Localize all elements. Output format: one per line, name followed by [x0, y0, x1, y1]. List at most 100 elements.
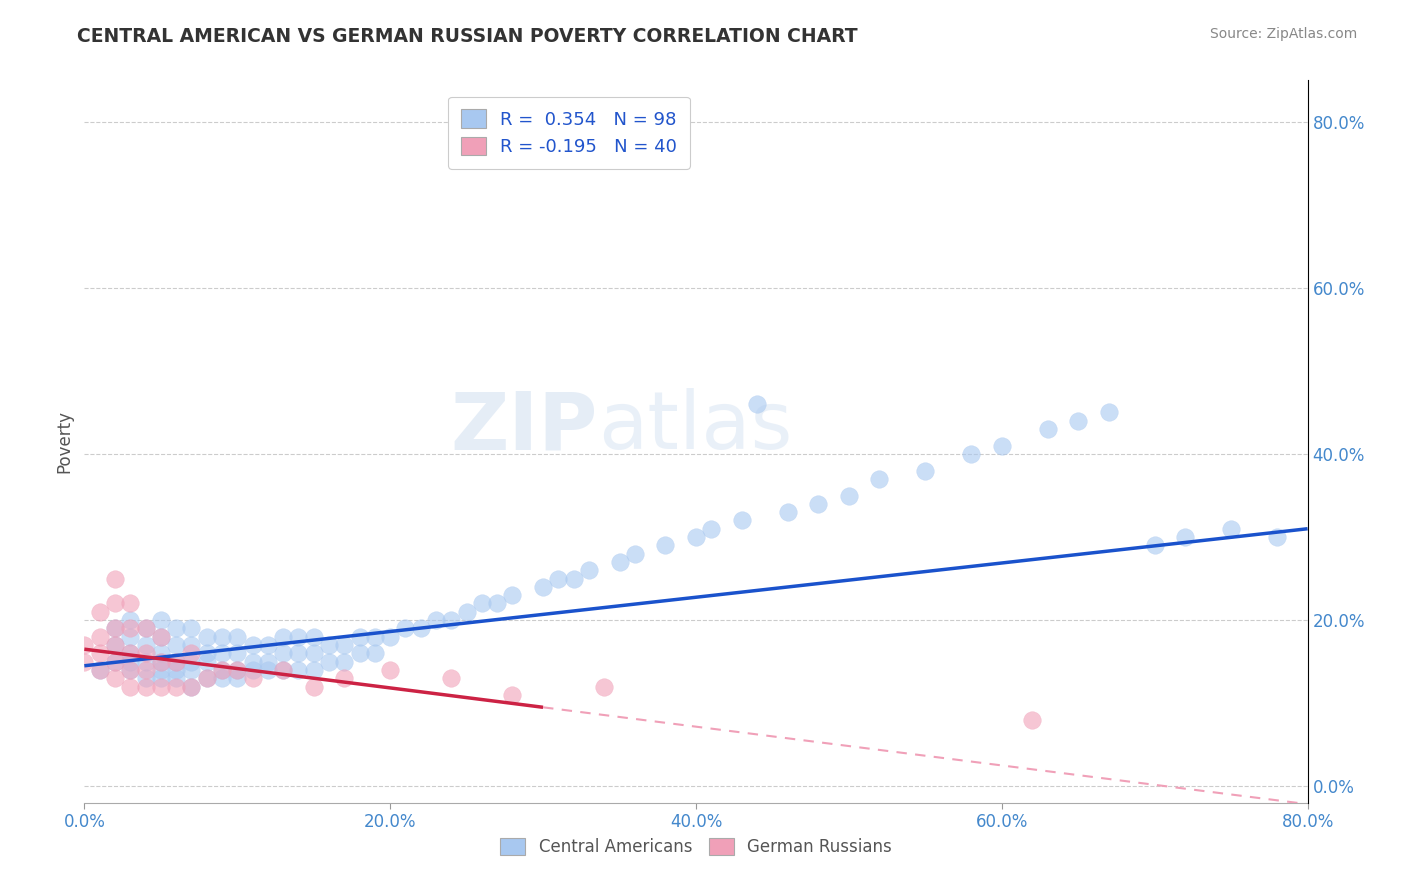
Point: [149, 630, 172, 644]
Point: [271, 663, 294, 677]
Point: [120, 597, 142, 611]
Point: [1265, 530, 1288, 544]
Point: [242, 663, 264, 677]
Point: [89, 663, 111, 677]
Point: [195, 671, 218, 685]
Point: [104, 638, 127, 652]
Point: [838, 489, 860, 503]
Point: [226, 646, 249, 660]
Point: [456, 605, 478, 619]
Point: [135, 663, 157, 677]
Point: [104, 638, 127, 652]
Point: [149, 630, 172, 644]
Point: [226, 630, 249, 644]
Point: [180, 680, 202, 694]
Point: [104, 621, 127, 635]
Point: [333, 671, 356, 685]
Point: [149, 671, 172, 685]
Point: [271, 663, 294, 677]
Point: [180, 638, 202, 652]
Point: [364, 646, 387, 660]
Point: [120, 663, 142, 677]
Point: [318, 655, 340, 669]
Point: [89, 646, 111, 660]
Point: [135, 638, 157, 652]
Point: [180, 663, 202, 677]
Point: [195, 646, 218, 660]
Point: [135, 646, 157, 660]
Point: [120, 613, 142, 627]
Point: [302, 680, 325, 694]
Point: [425, 613, 447, 627]
Point: [271, 646, 294, 660]
Point: [120, 630, 142, 644]
Point: [624, 547, 647, 561]
Point: [135, 655, 157, 669]
Point: [180, 621, 202, 635]
Point: [1174, 530, 1197, 544]
Point: [502, 688, 524, 702]
Point: [135, 671, 157, 685]
Point: [165, 655, 187, 669]
Point: [287, 663, 309, 677]
Point: [104, 621, 127, 635]
Point: [609, 555, 631, 569]
Point: [104, 655, 127, 669]
Point: [685, 530, 707, 544]
Point: [302, 630, 325, 644]
Point: [120, 655, 142, 669]
Point: [271, 630, 294, 644]
Point: [531, 580, 554, 594]
Point: [654, 538, 676, 552]
Point: [149, 680, 172, 694]
Point: [333, 638, 356, 652]
Point: [1036, 422, 1059, 436]
Point: [165, 663, 187, 677]
Point: [731, 513, 754, 527]
Point: [226, 671, 249, 685]
Point: [120, 663, 142, 677]
Point: [195, 671, 218, 685]
Point: [149, 646, 172, 660]
Point: [302, 646, 325, 660]
Point: [287, 646, 309, 660]
Point: [165, 621, 187, 635]
Point: [349, 630, 371, 644]
Point: [1220, 522, 1243, 536]
Point: [257, 638, 280, 652]
Point: [180, 680, 202, 694]
Point: [364, 630, 387, 644]
Point: [211, 671, 233, 685]
Point: [380, 663, 402, 677]
Point: [1143, 538, 1166, 552]
Point: [104, 655, 127, 669]
Point: [1021, 713, 1043, 727]
Point: [578, 563, 600, 577]
Point: [135, 621, 157, 635]
Point: [73, 655, 96, 669]
Point: [180, 655, 202, 669]
Point: [120, 621, 142, 635]
Point: [165, 671, 187, 685]
Point: [149, 663, 172, 677]
Point: [700, 522, 723, 536]
Point: [1098, 405, 1121, 419]
Point: [73, 638, 96, 652]
Point: [211, 646, 233, 660]
Point: [593, 680, 616, 694]
Point: [180, 646, 202, 660]
Point: [502, 588, 524, 602]
Point: [869, 472, 891, 486]
Point: [120, 680, 142, 694]
Point: [149, 655, 172, 669]
Point: [776, 505, 799, 519]
Point: [440, 671, 463, 685]
Point: [914, 464, 936, 478]
Text: ZIP: ZIP: [451, 388, 598, 467]
Point: [120, 646, 142, 660]
Point: [257, 663, 280, 677]
Point: [242, 671, 264, 685]
Point: [89, 630, 111, 644]
Point: [440, 613, 463, 627]
Point: [747, 397, 769, 411]
